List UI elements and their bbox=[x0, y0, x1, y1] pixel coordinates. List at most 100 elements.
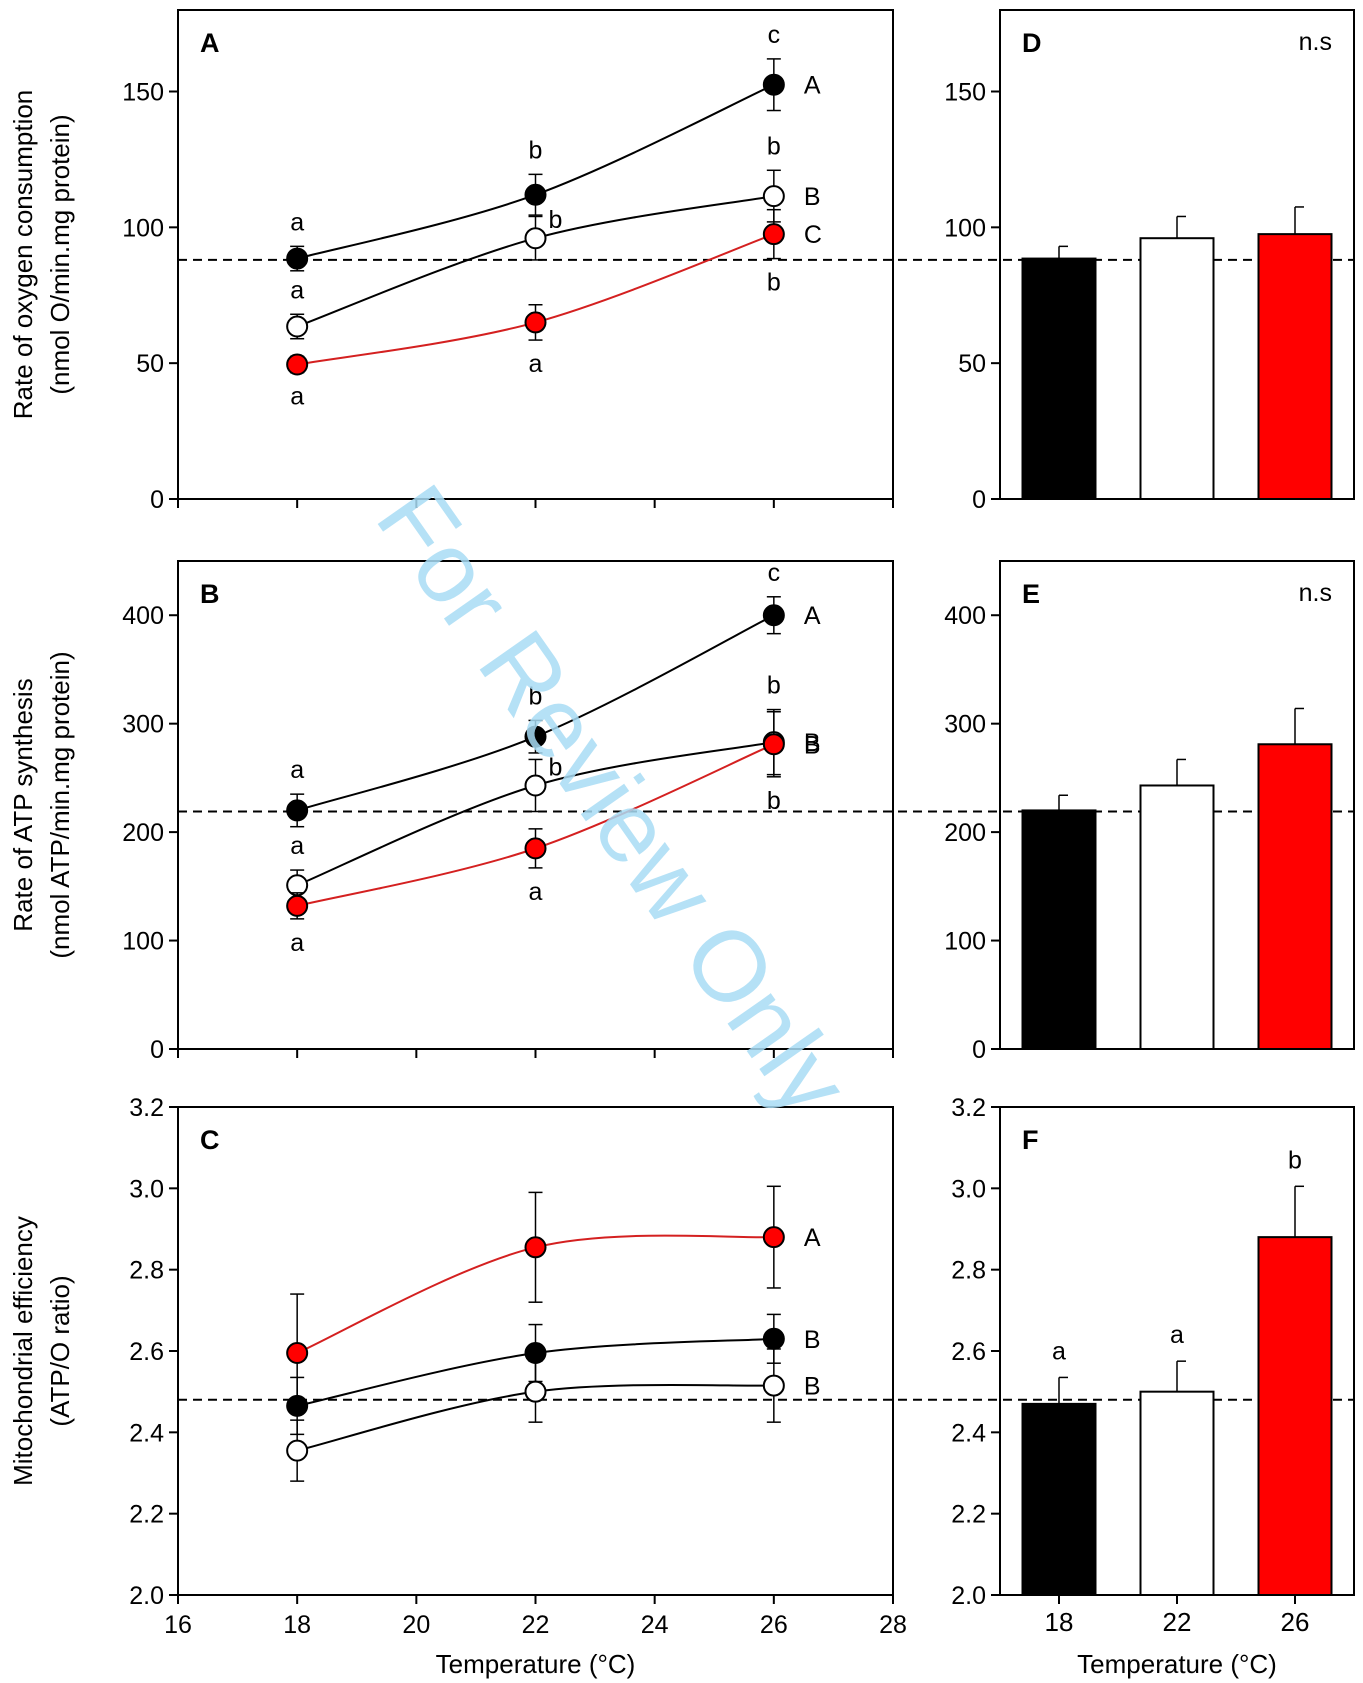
panel-f-ytick-label: 3.2 bbox=[951, 1094, 986, 1122]
panel-d-ytick-label: 100 bbox=[944, 214, 986, 242]
panel-d-bar-26 bbox=[1257, 233, 1333, 500]
panel-b-significance-letter: c bbox=[768, 559, 781, 587]
panel-f-category-label: 26 bbox=[1281, 1607, 1310, 1637]
panel-c-ytick-label: 2.2 bbox=[129, 1501, 164, 1529]
panel-c-ylabel-line2: (ATP/O ratio) bbox=[45, 1275, 75, 1426]
panel-b-ylabel-line2: (nmol ATP/min.mg protein) bbox=[45, 651, 75, 958]
panel-c-xtick-label: 20 bbox=[402, 1611, 430, 1639]
panel-c-ytick-label: 2.0 bbox=[129, 1582, 164, 1610]
panel-c-group-label: A bbox=[804, 1224, 821, 1252]
panel-f-category-label: 18 bbox=[1045, 1607, 1074, 1637]
panel-d-significance-note: n.s bbox=[1299, 28, 1332, 56]
panel-f-bar-26 bbox=[1257, 1236, 1333, 1596]
panel-a-series-black-point bbox=[524, 183, 547, 206]
panel-a-significance-letter: a bbox=[290, 383, 304, 411]
panel-e-bar-22 bbox=[1139, 784, 1215, 1050]
panel-e-ytick-label: 200 bbox=[944, 819, 986, 847]
panel-c-xtick-label: 24 bbox=[641, 1611, 669, 1639]
panel-c-ytick-label: 3.2 bbox=[129, 1094, 164, 1122]
panel-f-bar-22 bbox=[1139, 1390, 1215, 1596]
panel-f-significance-letter: a bbox=[1052, 1337, 1066, 1365]
panel-c-xtick-label: 16 bbox=[164, 1611, 192, 1639]
panel-c-series-black-point bbox=[524, 1342, 547, 1365]
panel-f-ytick-label: 2.4 bbox=[951, 1419, 986, 1447]
panel-a-series-red-point bbox=[762, 223, 785, 246]
panel-c-series-black-point bbox=[762, 1327, 785, 1350]
panel-c-group-label: B bbox=[804, 1373, 821, 1401]
panel-a-significance-letter: b bbox=[767, 269, 781, 297]
panel-b-significance-letter: a bbox=[529, 878, 543, 906]
panel-c-ytick-label: 2.8 bbox=[129, 1257, 164, 1285]
panel-a-group-label: B bbox=[804, 183, 821, 211]
panel-b-significance-letter: b bbox=[767, 672, 781, 700]
panel-c-ylabel-line1: Mitochondrial efficiency bbox=[8, 1216, 38, 1486]
panel-a-series-red-point bbox=[524, 311, 547, 334]
panel-c-xtick-label: 28 bbox=[879, 1611, 907, 1639]
panel-f-ytick-label: 3.0 bbox=[951, 1175, 986, 1203]
panel-c-xtick-label: 26 bbox=[760, 1611, 788, 1639]
panel-b-significance-letter: a bbox=[290, 832, 304, 860]
panel-f-ytick-label: 2.6 bbox=[951, 1338, 986, 1366]
panel-f-significance-letter: b bbox=[1288, 1146, 1302, 1174]
panel-b-series-red-point bbox=[762, 733, 785, 756]
panel-c-series-red-point bbox=[524, 1236, 547, 1259]
panel-f-ytick-label: 2.0 bbox=[951, 1582, 986, 1610]
panel-d-bar-18 bbox=[1021, 257, 1097, 501]
panel-a-ytick-label: 150 bbox=[122, 79, 164, 107]
panel-b-significance-letter: b bbox=[767, 787, 781, 815]
panel-a-ylabel-line1: Rate of oxygen consumption bbox=[8, 90, 38, 420]
panel-a-series-black-point bbox=[286, 247, 309, 270]
panel-c-xtick-label: 22 bbox=[522, 1611, 550, 1639]
panel-e-letter: E bbox=[1022, 579, 1040, 609]
panel-a-series-white-point bbox=[524, 227, 547, 250]
panel-a-series-white-point bbox=[762, 185, 785, 208]
panel-e-bar-26 bbox=[1257, 743, 1333, 1050]
panel-e-ytick-label: 0 bbox=[972, 1036, 986, 1064]
panel-c-xtick-label: 18 bbox=[283, 1611, 311, 1639]
panel-c-series-red-point bbox=[286, 1342, 309, 1365]
panel-c-series-black-point bbox=[286, 1394, 309, 1417]
panel-c-ytick-label: 2.4 bbox=[129, 1419, 164, 1447]
panel-a-ytick-label: 0 bbox=[150, 486, 164, 514]
panel-f-ytick-label: 2.2 bbox=[951, 1501, 986, 1529]
panel-a-series-white-point bbox=[286, 315, 309, 338]
panel-b-ylabel-line1: Rate of ATP synthesis bbox=[8, 678, 38, 931]
panel-b-ytick-label: 200 bbox=[122, 819, 164, 847]
panel-b-ytick-label: 300 bbox=[122, 711, 164, 739]
panel-b-ytick-label: 0 bbox=[150, 1036, 164, 1064]
panel-c-group-label: B bbox=[804, 1326, 821, 1354]
panel-f-category-label: 22 bbox=[1163, 1607, 1192, 1637]
panel-d-bar-22 bbox=[1139, 237, 1215, 500]
panel-a-significance-letter: b bbox=[549, 206, 563, 234]
panel-b-ytick-label: 400 bbox=[122, 602, 164, 630]
panel-c-series-red-point bbox=[762, 1226, 785, 1249]
panel-e-ytick-label: 100 bbox=[944, 928, 986, 956]
panel-a-significance-letter: b bbox=[767, 132, 781, 160]
panel-a-letter: A bbox=[200, 28, 220, 58]
panel-b-group-label: A bbox=[804, 602, 821, 630]
panel-b-series-black-point bbox=[762, 604, 785, 627]
panel-d-ytick-label: 50 bbox=[958, 350, 986, 378]
plot-layer: 0 50 100 150 A Rate of oxygen consumption (nmo… bbox=[8, 9, 1355, 1679]
panel-b-series-red-point bbox=[286, 894, 309, 917]
panel-f-xlabel: Temperature (°C) bbox=[1077, 1649, 1277, 1679]
panel-d-ytick-label: 0 bbox=[972, 486, 986, 514]
panel-a-significance-letter: b bbox=[529, 136, 543, 164]
panel-a-ytick-label: 100 bbox=[122, 214, 164, 242]
panel-b-series-red-point bbox=[524, 837, 547, 860]
panel-b-series-black-point bbox=[524, 725, 547, 748]
panel-c-ytick-label: 3.0 bbox=[129, 1175, 164, 1203]
panel-a-significance-letter: a bbox=[290, 276, 304, 304]
panel-b-group-label: B bbox=[804, 731, 821, 759]
panel-e-bar-18 bbox=[1021, 809, 1097, 1051]
panel-b-significance-letter: a bbox=[290, 929, 304, 957]
panel-d-letter: D bbox=[1022, 28, 1042, 58]
panel-d-ytick-label: 150 bbox=[944, 79, 986, 107]
panel-f-bar-18 bbox=[1021, 1402, 1097, 1597]
panel-c-series-white-point bbox=[524, 1380, 547, 1403]
panel-c-series-white-point bbox=[286, 1439, 309, 1462]
panel-e-ytick-label: 300 bbox=[944, 711, 986, 739]
panel-c-letter: C bbox=[200, 1125, 220, 1155]
panel-b-letter: B bbox=[200, 579, 220, 609]
panel-e-significance-note: n.s bbox=[1299, 579, 1332, 607]
